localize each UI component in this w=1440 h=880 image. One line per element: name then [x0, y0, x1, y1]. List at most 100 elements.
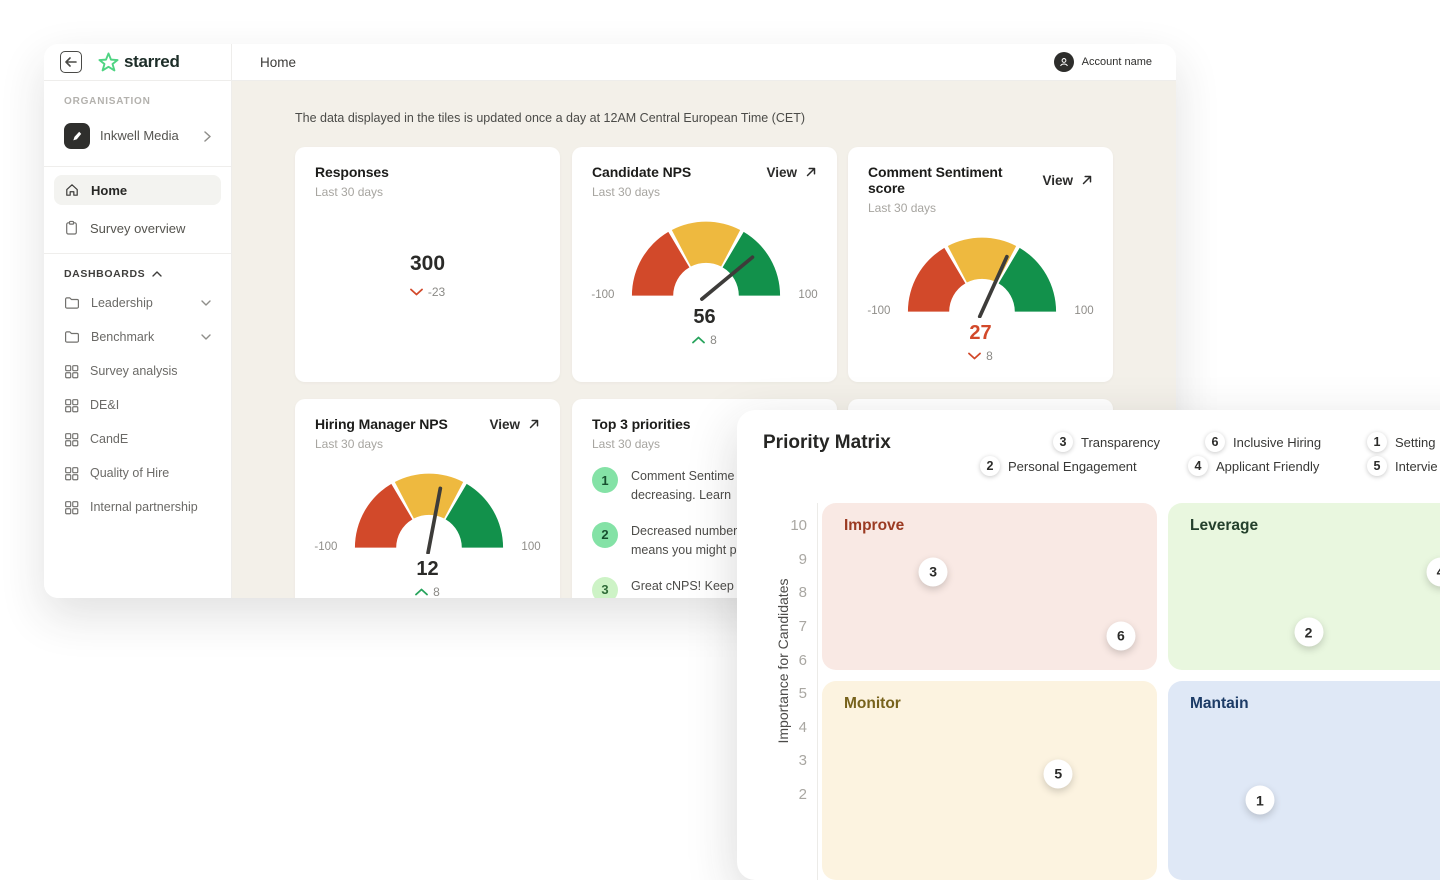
priority-item: 2 Decreased number means you might p [572, 521, 837, 561]
y-tick: 9 [798, 551, 807, 568]
sidebar-item-label: Leadership [91, 296, 153, 310]
sidebar-item-label: Benchmark [91, 330, 155, 344]
person-icon [1059, 58, 1068, 67]
gauge-min-label: -100 [867, 305, 891, 317]
tile-responses: Responses Last 30 days 300 -23 [295, 147, 560, 382]
sidebar-item-survey-analysis[interactable]: Survey analysis [54, 354, 221, 388]
candidate-nps-delta: 8 [710, 333, 717, 347]
tile-subtitle: Last 30 days [315, 437, 384, 451]
y-tick: 6 [798, 652, 807, 669]
folder-icon [65, 331, 79, 343]
chevron-down-icon [201, 300, 211, 306]
sidebar-item-label: Survey analysis [90, 364, 178, 378]
sidebar-item-dei[interactable]: DE&I [54, 388, 221, 422]
view-comment-sentiment-link[interactable]: View [1042, 173, 1093, 188]
view-hiring-manager-link[interactable]: View [489, 417, 540, 432]
sidebar-item-label: Survey overview [90, 220, 186, 236]
sidebar: starred ORGANISATION Inkwell Media Home [44, 44, 232, 598]
avatar [1053, 52, 1074, 72]
grid-icon [65, 398, 79, 412]
legend-label: Intervie [1395, 458, 1438, 474]
account-name: Account name [1081, 56, 1152, 68]
nps-gauge [355, 473, 504, 554]
dashboards-section-toggle[interactable]: DASHBOARDS [64, 268, 211, 280]
organisation-name: Inkwell Media [100, 128, 179, 144]
view-candidate-nps-link[interactable]: View [766, 165, 817, 180]
y-tick: 7 [798, 618, 807, 635]
brand-name: starred [124, 52, 180, 71]
comment-sentiment-delta: 8 [986, 349, 993, 363]
priority-text-line: means you might p [631, 543, 737, 558]
legend-item-personal-engagement: 2 Personal Engagement [980, 456, 1137, 476]
priority-text-line: Comment Sentime [631, 469, 735, 483]
update-notice: The data displayed in the tiles is updat… [295, 111, 806, 125]
responses-value: 300 [409, 252, 446, 275]
sidebar-item-survey-overview[interactable]: Survey overview [54, 213, 221, 243]
sidebar-item-label: Home [91, 182, 128, 198]
candidate-nps-value: 56 [693, 306, 716, 328]
collapse-sidebar-button[interactable] [60, 51, 82, 73]
sidebar-top: starred [44, 44, 231, 81]
account-menu[interactable]: Account name [1053, 52, 1152, 72]
quadrant-improve: Improve [822, 503, 1157, 670]
matrix-point-6[interactable]: 6 [1106, 621, 1136, 651]
sidebar-item-benchmark[interactable]: Benchmark [54, 320, 221, 354]
matrix-point-5[interactable]: 5 [1043, 759, 1073, 788]
sidebar-divider [44, 253, 231, 254]
trend-down-icon [968, 352, 982, 360]
priority-rank-badge: 1 [592, 467, 618, 493]
organisation-switcher[interactable]: Inkwell Media [54, 116, 221, 156]
grid-icon [65, 364, 79, 378]
starred-star-icon [98, 51, 119, 71]
gauge-max-label: 100 [521, 541, 541, 553]
matrix-point-4[interactable]: 4 [1426, 557, 1440, 587]
matrix-point-2[interactable]: 2 [1294, 617, 1323, 647]
sidebar-item-cande[interactable]: CandE [54, 422, 221, 456]
comment-sentiment-value: 27 [969, 322, 992, 344]
priority-rank-badge: 3 [592, 576, 618, 598]
organisation-section-label: ORGANISATION [64, 96, 151, 107]
legend-number-badge: 1 [1367, 432, 1387, 452]
priority-text-line: Decreased number [631, 523, 738, 538]
matrix-plot-area: 1 2 3 4 5 6 [822, 503, 1440, 880]
legend-item-setting: 1 Setting [1367, 432, 1435, 452]
nps-gauge [632, 221, 781, 301]
legend-label: Transparency [1081, 434, 1160, 450]
gauge-needle [426, 486, 443, 554]
sidebar-item-label: CandE [90, 432, 129, 446]
brand-logo[interactable]: starred [98, 51, 180, 73]
tile-comment-sentiment: Comment Sentiment score View Last 30 day… [848, 147, 1113, 382]
view-label: View [766, 164, 797, 180]
priority-item: 1 Comment Sentime decreasing. Learn [572, 467, 837, 506]
matrix-point-1[interactable]: 1 [1245, 785, 1275, 815]
tile-title: Responses [315, 164, 389, 180]
sidebar-item-home[interactable]: Home [54, 175, 221, 205]
y-axis-line [817, 503, 818, 880]
tile-hiring-manager-nps: Hiring Manager NPS View Last 30 days -10… [295, 399, 560, 598]
gauge-max-label: 100 [798, 289, 818, 301]
legend-label: Inclusive Hiring [1233, 434, 1322, 450]
trend-down-icon [409, 288, 423, 296]
sidebar-item-leadership[interactable]: Leadership [54, 286, 221, 320]
hiring-manager-value: 12 [416, 558, 439, 580]
grid-icon [65, 432, 79, 446]
home-icon [66, 184, 78, 196]
matrix-point-3[interactable]: 3 [918, 557, 948, 587]
tile-candidate-nps: Candidate NPS View Last 30 days -100 [572, 147, 837, 382]
chevron-right-icon [204, 130, 211, 142]
legend-label: Applicant Friendly [1216, 458, 1320, 474]
gauge-needle [700, 255, 755, 301]
sidebar-item-quality-of-hire[interactable]: Quality of Hire [54, 456, 221, 490]
sidebar-divider [44, 166, 231, 167]
page-title: Home [260, 54, 297, 70]
legend-number-badge: 4 [1188, 456, 1208, 476]
hiring-manager-delta: 8 [433, 585, 440, 598]
grid-icon [65, 466, 79, 480]
pen-icon [73, 131, 82, 141]
priority-text-line: decreasing. Learn [631, 488, 732, 503]
grid-icon [65, 500, 79, 514]
sentiment-gauge [908, 237, 1057, 318]
tile-title: Top 3 priorities [592, 416, 691, 432]
sidebar-item-label: Internal partnership [90, 500, 198, 514]
sidebar-item-internal-partnership[interactable]: Internal partnership [54, 490, 221, 524]
